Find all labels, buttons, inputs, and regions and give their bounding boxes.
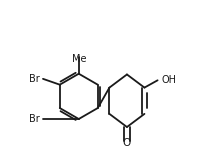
Text: OH: OH xyxy=(161,75,176,85)
Text: Br: Br xyxy=(29,114,40,124)
Text: O: O xyxy=(123,138,131,146)
Text: Br: Br xyxy=(29,74,40,84)
Text: Me: Me xyxy=(72,54,86,64)
